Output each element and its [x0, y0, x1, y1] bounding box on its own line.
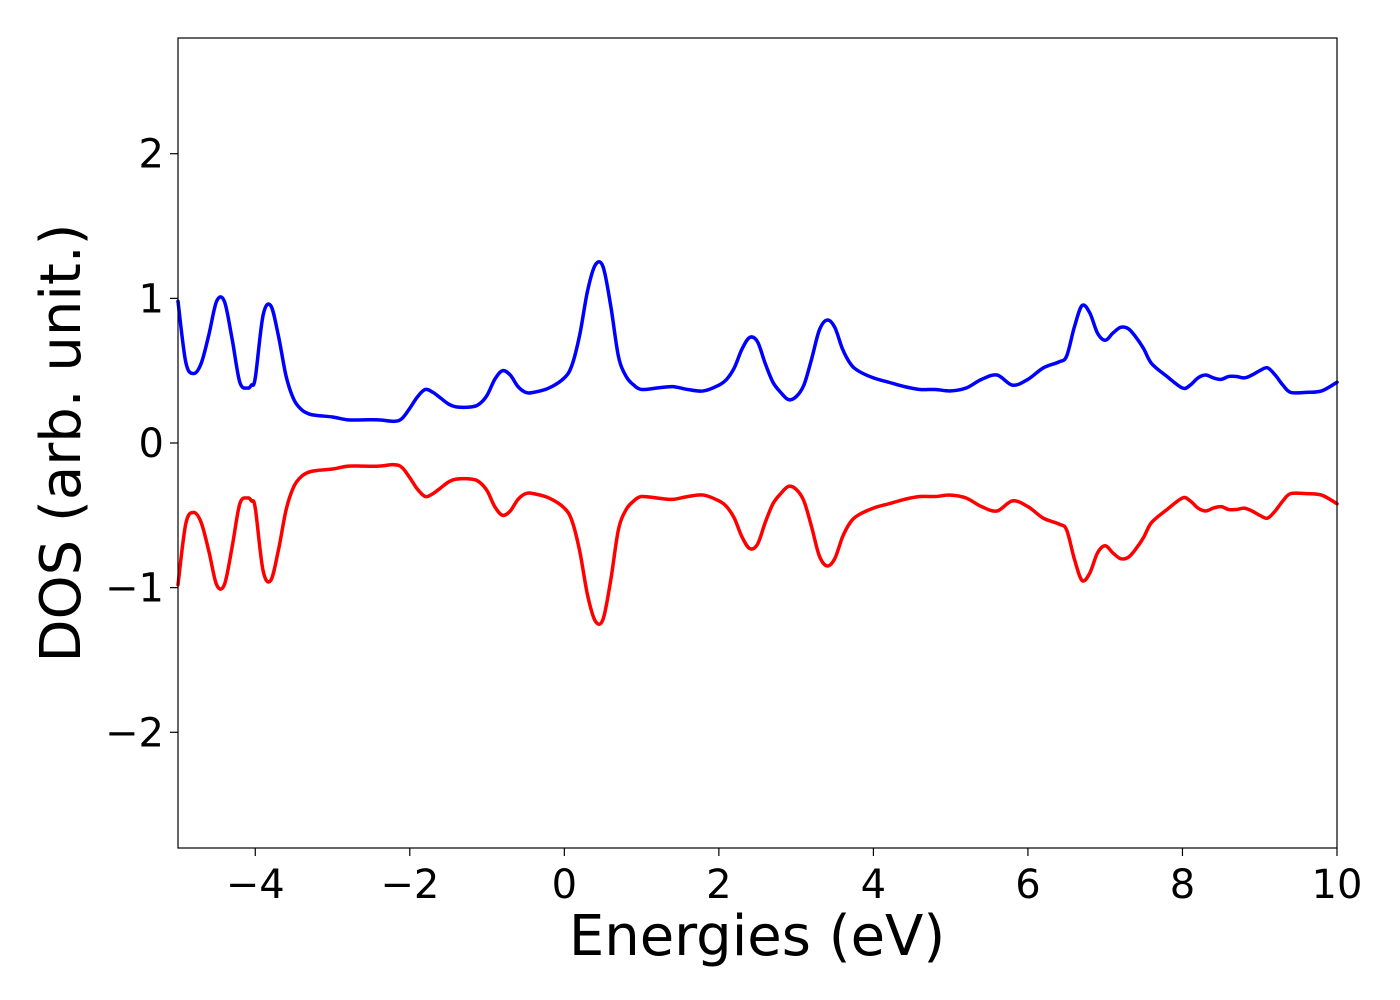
x-axis-label: Energies (eV): [569, 904, 945, 969]
y-tick-label: −2: [105, 710, 164, 756]
y-axis-label: DOS (arb. unit.): [29, 223, 94, 662]
x-tick-label: 4: [861, 862, 886, 908]
y-tick-label: 0: [139, 421, 164, 467]
y-tick-label: −1: [105, 566, 164, 612]
x-axis: −4 −2 0 2 4 6 8 10: [226, 848, 1363, 908]
y-tick-label: 2: [139, 132, 164, 178]
x-tick-label: 2: [706, 862, 731, 908]
x-tick-label: 10: [1312, 862, 1363, 908]
x-tick-label: 0: [552, 862, 577, 908]
plot-frame: [177, 37, 1338, 849]
x-tick-label: 8: [1170, 862, 1195, 908]
series-line-2: [176, 462, 1339, 626]
x-tick-label: −2: [380, 862, 439, 908]
y-axis: −2 −1 0 1 2: [105, 132, 178, 756]
x-tick-label: −4: [226, 862, 285, 908]
plot-area: [176, 260, 1339, 626]
series-line-1: [176, 260, 1339, 424]
y-tick-label: 1: [139, 276, 164, 322]
x-tick-label: 6: [1015, 862, 1040, 908]
